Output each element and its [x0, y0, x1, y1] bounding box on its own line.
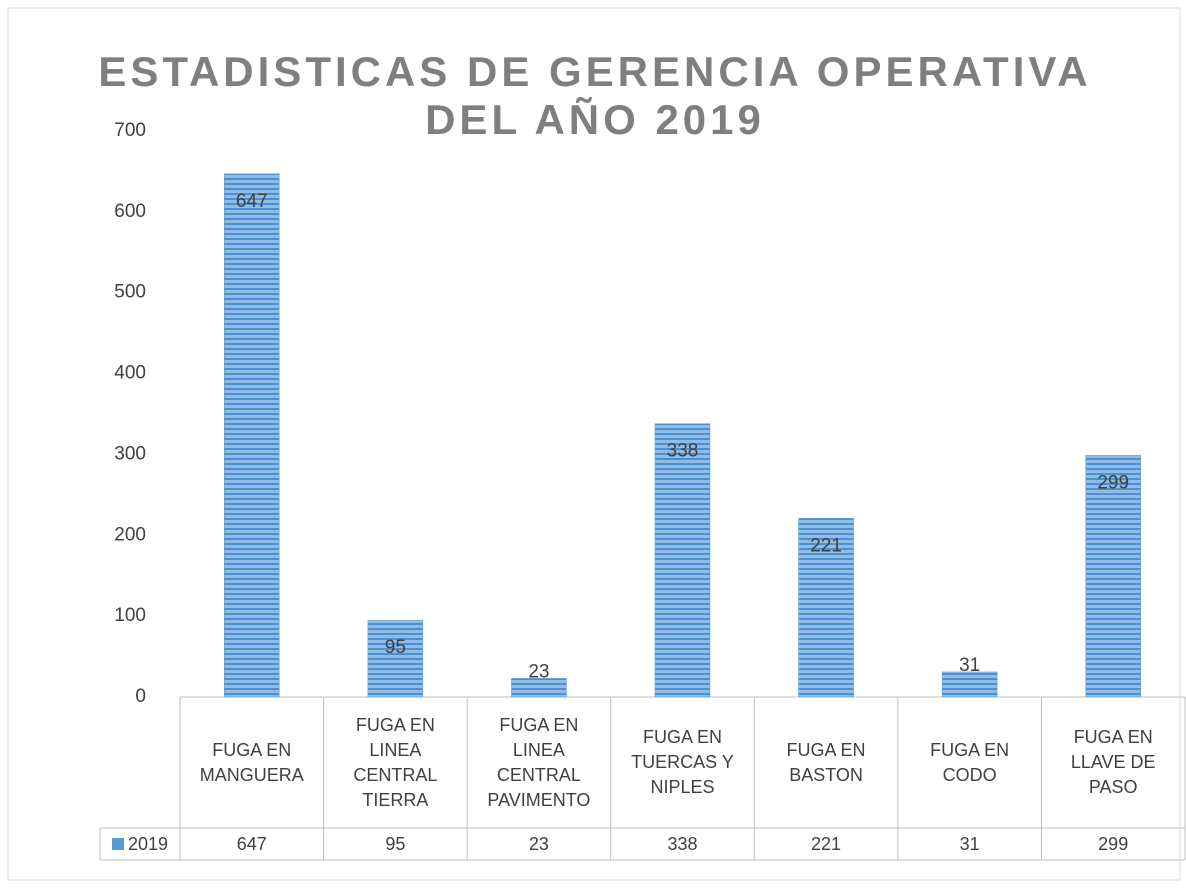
legend-cell: 2019 [100, 828, 180, 860]
table-value: 338 [667, 833, 698, 854]
bar [941, 671, 998, 698]
y-tick-label: 100 [114, 605, 146, 626]
y-tick-label: 400 [114, 363, 146, 384]
bar [224, 173, 280, 698]
chart-border [7, 7, 1181, 881]
table-value: 31 [959, 833, 980, 854]
legend-swatch [111, 838, 124, 850]
bar [654, 423, 711, 698]
legend-label: 2019 [127, 833, 169, 854]
x-tick-label: FUGA EN CODO [930, 739, 1010, 785]
x-tick-label: FUGA EN LINEA CENTRAL PAVIMENTO [487, 714, 591, 810]
x-tick-label: FUGA EN BASTON [786, 739, 866, 785]
data-label: 338 [667, 441, 699, 462]
bar [1085, 454, 1141, 698]
chart-title: ESTADISTICAS DE GERENCIA OPERATIVA [98, 48, 1091, 95]
bar [511, 678, 567, 698]
x-tick-label: FUGA EN TUERCAS Y NIPLES [631, 727, 734, 797]
y-tick-label: 0 [135, 686, 146, 707]
y-tick-label: 300 [114, 443, 146, 464]
chart-title: DEL AÑO 2019 [425, 96, 765, 143]
x-tick-label: FUGA EN LINEA CENTRAL TIERRA [353, 714, 438, 810]
data-label: 23 [528, 661, 549, 682]
y-tick-label: 500 [114, 282, 146, 303]
table-value: 23 [528, 833, 549, 854]
data-label: 647 [236, 191, 268, 212]
data-label: 221 [810, 535, 842, 556]
table-value: 95 [385, 833, 406, 854]
y-tick-label: 600 [114, 201, 146, 222]
table-value: 221 [811, 833, 842, 854]
y-tick-label: 700 [114, 120, 146, 141]
x-tick-label: FUGA EN LLAVE DE PASO [1070, 727, 1156, 797]
bar [367, 619, 424, 698]
x-tick-label: FUGA EN MANGUERA [199, 739, 304, 785]
data-label: 299 [1097, 472, 1129, 493]
y-tick-label: 200 [114, 524, 146, 545]
bar [798, 518, 854, 698]
data-label: 95 [385, 637, 406, 658]
data-label: 31 [959, 655, 980, 676]
table-value: 647 [236, 833, 267, 854]
table-value: 299 [1098, 833, 1129, 854]
